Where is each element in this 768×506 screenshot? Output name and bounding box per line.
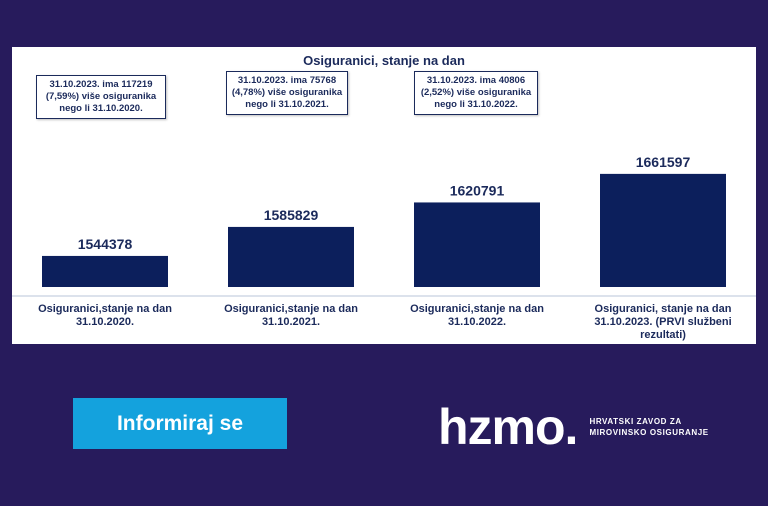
bar-0 (42, 255, 168, 287)
bar-1 (228, 226, 354, 287)
logo-line-2: MIROVINSKO OSIGURANJE (589, 428, 709, 437)
top-band (0, 0, 768, 47)
logo-subtitle: HRVATSKI ZAVOD ZA MIROVINSKO OSIGURANJE (589, 416, 708, 438)
informiraj-se-button[interactable]: Informiraj se (73, 398, 287, 449)
bar-value-label-2: 1620791 (450, 182, 505, 198)
bar-2 (414, 202, 540, 287)
bar-value-label-3: 1661597 (636, 154, 691, 170)
hzmo-logo[interactable]: hzmo. HRVATSKI ZAVOD ZA MIROVINSKO OSIGU… (438, 402, 709, 452)
x-label-2021: Osiguranici,stanje na dan 31.10.2021. (224, 303, 358, 328)
bar-value-label-1: 1585829 (264, 207, 319, 223)
bar-3 (600, 173, 726, 287)
annotation-2021: 31.10.2023. ima 75768 (4,78%) više osigu… (226, 71, 348, 115)
x-label-2020: Osiguranici,stanje na dan 31.10.2020. (38, 303, 172, 328)
logo-mark: hzmo. (438, 399, 578, 455)
annotation-2022: 31.10.2023. ima 40806 (2,52%) više osigu… (414, 71, 538, 115)
logo-line-1: HRVATSKI ZAVOD ZA (589, 417, 682, 426)
annotation-2020: 31.10.2023. ima 117219 (7,59%) više osig… (36, 75, 166, 119)
x-label-2022: Osiguranici,stanje na dan 31.10.2022. (410, 303, 544, 328)
bar-value-label-0: 1544378 (78, 236, 133, 252)
chart-panel: 1544378 1585829 1620791 1661597 Osiguranici… (12, 47, 756, 344)
chart-title: Osiguranici, stanje na dan (303, 53, 465, 68)
x-label-2023: Osiguranici, stanje na dan 31.10.2023. (… (594, 303, 732, 341)
bar-chart: 1544378 1585829 1620791 1661597 (12, 154, 756, 297)
